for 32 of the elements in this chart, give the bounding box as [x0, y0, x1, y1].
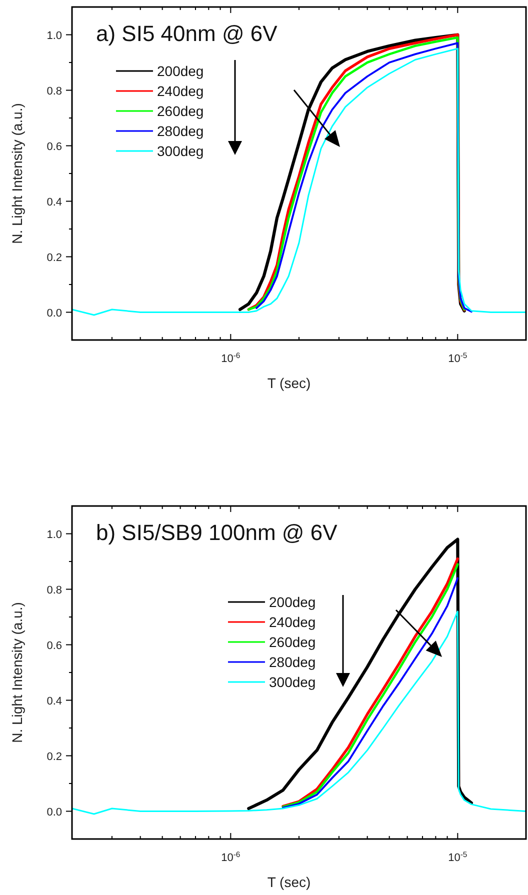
- legend-label: 300deg: [157, 143, 204, 159]
- text: b) SI5/SB9 100nm @ 6V: [96, 520, 338, 545]
- legend-label: 280deg: [157, 123, 204, 139]
- x-tick-label: 10$^{-6}$: [221, 850, 240, 864]
- legend-label: 280deg: [269, 654, 316, 670]
- legend-label: 200deg: [157, 63, 204, 79]
- y-tick-label: 0.8: [46, 85, 62, 98]
- legend-label: 240deg: [269, 614, 316, 630]
- y-tick-label: 0.0: [46, 806, 62, 818]
- legend-label: 200deg: [269, 594, 316, 610]
- x-axis-title: T (sec): [267, 874, 311, 890]
- legend-label: 260deg: [269, 634, 316, 650]
- y-tick-label: 0.6: [46, 640, 62, 652]
- x-tick-label: 10$^{-5}$: [448, 350, 468, 365]
- y-tick-label: 0.2: [46, 252, 62, 264]
- y-tick-label: 1.0: [46, 528, 62, 541]
- y-tick-label: 0.0: [46, 307, 62, 320]
- y-tick-label: 0.8: [46, 584, 62, 596]
- x-axis-title: T (sec): [267, 375, 311, 391]
- legend-label: 260deg: [157, 103, 204, 119]
- text: a) SI5 40nm @ 6V: [96, 21, 278, 46]
- legend-label: 240deg: [157, 83, 204, 99]
- y-tick-label: 0.2: [46, 750, 62, 763]
- y-tick-label: 0.4: [46, 695, 62, 708]
- legend-label: 300deg: [269, 674, 316, 690]
- y-tick-label: 1.0: [46, 30, 62, 42]
- y-axis-title: N. Light Intensity (a.u.): [9, 602, 25, 743]
- y-tick-label: 0.6: [46, 140, 62, 153]
- x-tick-label: 10$^{-5}$: [448, 850, 468, 864]
- y-axis-title: N. Light Intensity (a.u.): [9, 103, 25, 244]
- x-tick-label: 10$^{-6}$: [221, 350, 240, 365]
- y-tick-label: 0.4: [46, 196, 62, 208]
